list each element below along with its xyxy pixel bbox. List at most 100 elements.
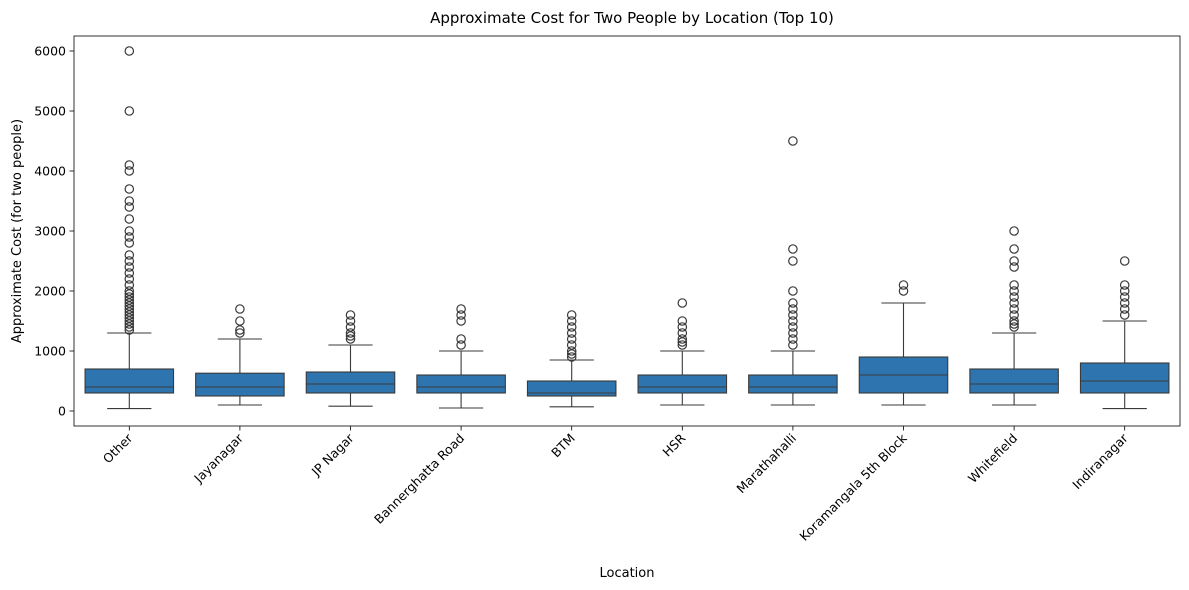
outlier-point [124,184,135,194]
x-tick-label: Other [100,430,136,466]
iqr-box [748,374,838,394]
outlier-point [124,274,135,284]
iqr-box [416,374,506,394]
outlier-point [1009,316,1019,326]
outlier-point [677,340,688,350]
outlier-point [566,322,577,332]
outlier-point [788,304,798,314]
y-tick-label: 6000 [34,44,66,59]
y-tick-label: 2000 [34,284,66,299]
outlier-point [566,352,577,362]
outlier-point [1119,304,1130,314]
outlier-point [788,340,798,350]
outlier-point [124,238,135,248]
outlier-point [1009,322,1019,332]
outlier-point [124,106,135,116]
x-tick-label: Jayanagar [190,430,246,486]
outlier-point [788,298,798,308]
outlier-point [566,310,577,320]
outlier-point [677,334,688,344]
outlier-point [788,322,798,332]
outlier-point [124,196,135,206]
outlier-point [456,316,466,326]
outlier-point [345,316,356,326]
y-tick-label: 3000 [34,224,66,239]
outlier-point [677,316,688,326]
outlier-point [124,202,135,212]
x-tick-label: Marathahalli [733,431,799,497]
outlier-point [345,310,356,320]
y-tick-label: 4000 [34,164,66,179]
outlier-point [898,286,909,296]
outlier-point [1009,226,1019,236]
outlier-point [788,310,798,320]
outlier-point [124,292,135,302]
iqr-box [305,371,396,394]
outlier-point [1119,286,1130,296]
outlier-point [1009,280,1019,290]
outlier-point [788,334,798,344]
outlier-point [1119,310,1130,320]
outlier-point [1009,286,1019,296]
outlier-point [345,334,356,344]
outlier-point [124,262,135,272]
outlier-point [235,316,245,326]
outlier-point [788,316,798,326]
outlier-point [1119,292,1130,302]
x-tick-label: Indiranagar [1069,430,1131,492]
outlier-point [898,280,909,290]
outlier-point [566,340,577,350]
outlier-point [1009,244,1019,254]
outlier-point [1009,298,1019,308]
outlier-point [124,256,135,266]
outlier-point [677,298,688,308]
outlier-point [1009,256,1019,266]
outlier-point [566,346,577,356]
y-tick-label: 0 [58,404,66,419]
outlier-point [124,46,135,56]
outlier-point [788,136,798,146]
outlier-point [124,268,135,278]
outlier-point [1009,262,1019,272]
outlier-point [1119,256,1130,266]
chart-title: Approximate Cost for Two People by Locat… [430,9,834,27]
outlier-point [788,328,798,338]
outlier-point [566,328,577,338]
outlier-point [345,328,356,338]
outlier-point [1119,298,1130,308]
outlier-point [124,250,135,260]
iqr-box [84,368,175,394]
outlier-point [456,304,466,314]
outlier-point [456,310,466,320]
iqr-box [637,374,728,394]
x-tick-label: Whitefield [965,431,1020,486]
x-tick-label: Bannerghatta Road [371,431,467,527]
outlier-point [124,226,135,236]
outlier-point [124,280,135,290]
iqr-box [969,368,1059,394]
iqr-box [526,380,617,397]
iqr-box [1079,362,1170,394]
plot-area: 0 1000 2000 3000 4000 5000 6000 Other Jayanagar J… [34,35,1181,544]
y-tick-label: 1000 [34,344,66,359]
outlier-point [235,328,245,338]
outlier-point [456,334,466,344]
outlier-point [1009,310,1019,320]
outlier-point [788,256,798,266]
x-tick-label: BTM [548,431,578,461]
y-tick-label: 5000 [34,104,66,119]
outlier-point [677,322,688,332]
outlier-point [124,286,135,296]
x-axis-label: Location [600,566,655,581]
outlier-point [124,160,135,170]
outlier-point [1009,292,1019,302]
x-tick-label: HSR [659,430,688,459]
outlier-point [345,322,356,332]
x-tick-label: Koramangala 5th Block [796,430,910,544]
outlier-point [235,304,245,314]
outlier-point [1119,280,1130,290]
outlier-point [788,286,798,296]
outlier-point [124,214,135,224]
outlier-point [788,244,798,254]
outlier-point [124,166,135,176]
